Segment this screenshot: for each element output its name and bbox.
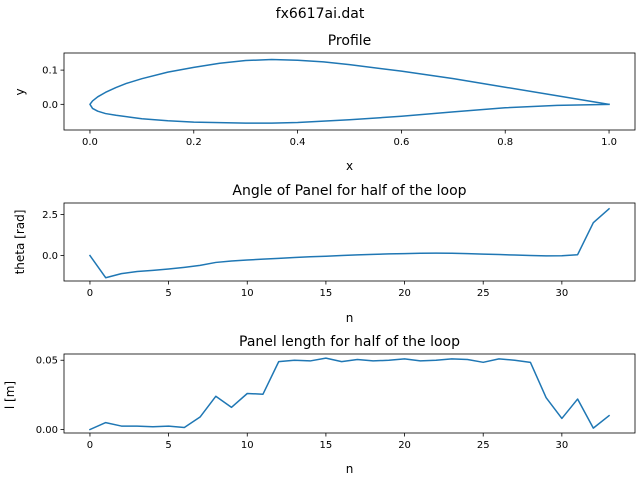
length-series-line-0 xyxy=(88,357,611,431)
chart-profile: Profile x y 0.0 0.2 0.4 0.6 0.8 1.0 0.0 0.1 xyxy=(13,33,636,173)
profile-y-tick-label: 0.0 xyxy=(42,100,58,111)
profile-y-tick-label: 0.1 xyxy=(42,66,58,77)
length-y-tick-label: 0.05 xyxy=(36,356,58,367)
angle-x-tick-label: 20 xyxy=(398,288,411,299)
chart-angle-title: Angle of Panel for half of the loop xyxy=(232,183,466,199)
angle-x-tick-label: 30 xyxy=(555,288,568,299)
length-x-tick-label: 15 xyxy=(320,440,333,451)
profile-x-tick-label: 1.0 xyxy=(601,137,617,148)
chart-angle-xlabel: n xyxy=(346,311,354,325)
chart-profile-ylabel: y xyxy=(13,88,27,95)
length-x-tick-label: 20 xyxy=(398,440,411,451)
chart-profile-xlabel: x xyxy=(346,159,353,173)
angle-x-tick-label: 15 xyxy=(320,288,333,299)
chart-angle-ylabel: theta [rad] xyxy=(13,210,27,275)
profile-axes-frame xyxy=(63,52,636,131)
angle-axes-frame xyxy=(63,202,636,282)
chart-profile-plot: 0.0 0.2 0.4 0.6 0.8 1.0 0.0 0.1 xyxy=(42,52,636,148)
angle-y-tick-label: 2.5 xyxy=(42,210,58,221)
length-x-tick-label: 10 xyxy=(241,440,254,451)
chart-length-ylabel: l [m] xyxy=(3,381,17,409)
chart-length-plot: 0 5 10 15 20 25 30 0.00 0.05 xyxy=(36,353,636,451)
profile-x-tick-label: 0.6 xyxy=(393,137,409,148)
length-x-tick-label: 0 xyxy=(87,440,93,451)
length-y-tick-label: 0.00 xyxy=(36,425,58,436)
profile-x-tick-label: 0.2 xyxy=(186,137,202,148)
chart-angle-plot: 0 5 10 15 20 25 30 0.0 2.5 xyxy=(42,202,636,299)
angle-x-tick-label: 10 xyxy=(241,288,254,299)
angle-x-tick-label: 5 xyxy=(165,288,171,299)
length-x-tick-label: 5 xyxy=(165,440,171,451)
chart-angle: Angle of Panel for half of the loop n th… xyxy=(13,183,636,325)
angle-series-line-0 xyxy=(88,207,611,279)
profile-x-tick-label: 0.4 xyxy=(290,137,306,148)
chart-profile-title: Profile xyxy=(328,33,372,49)
chart-length-xlabel: n xyxy=(346,462,354,476)
length-x-tick-label: 25 xyxy=(477,440,490,451)
length-axes-frame xyxy=(63,353,636,434)
angle-y-tick-label: 0.0 xyxy=(42,251,58,262)
figure-suptitle: fx6617ai.dat xyxy=(276,6,365,22)
chart-length-title: Panel length for half of the loop xyxy=(239,334,460,350)
profile-x-tick-label: 0.0 xyxy=(82,137,98,148)
length-x-tick-label: 30 xyxy=(555,440,568,451)
profile-series-line-0 xyxy=(89,58,610,124)
profile-x-tick-label: 0.8 xyxy=(497,137,513,148)
angle-x-tick-label: 0 xyxy=(87,288,93,299)
chart-length: Panel length for half of the loop n l [m… xyxy=(3,334,636,476)
angle-x-tick-label: 25 xyxy=(477,288,490,299)
